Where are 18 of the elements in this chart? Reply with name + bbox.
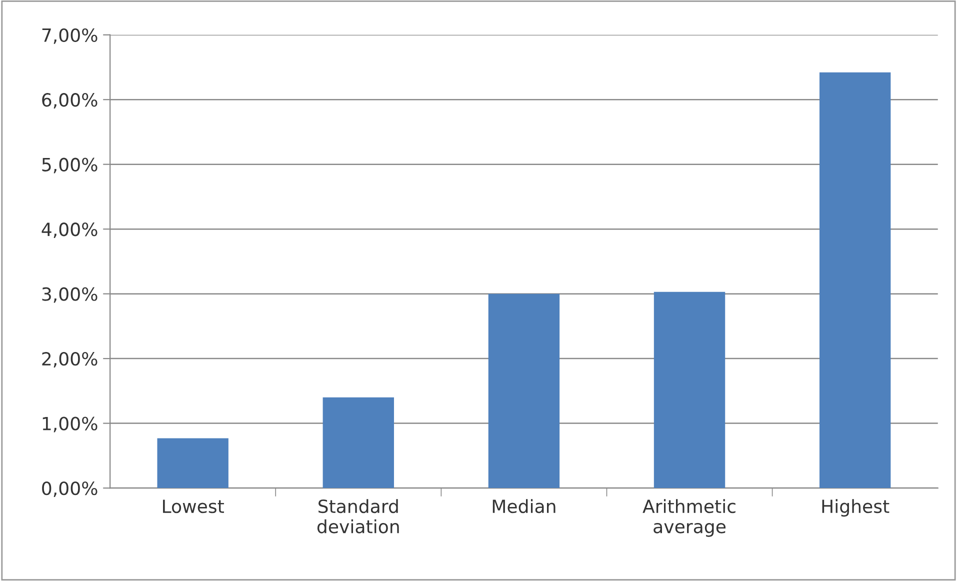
- bar: [654, 292, 726, 488]
- y-tick-label: 5,00%: [42, 158, 98, 174]
- y-tick-label: 1,00%: [42, 416, 98, 432]
- x-tick-label: Lowest: [163, 500, 224, 514]
- x-tick-label: Highest: [822, 499, 890, 517]
- y-tick-label: 4,00%: [42, 222, 98, 238]
- bar: [157, 438, 228, 488]
- bar: [488, 294, 560, 488]
- y-tick-label: 7,00%: [42, 28, 98, 44]
- y-tick-label: 3,00%: [42, 287, 98, 303]
- bar: [819, 72, 891, 488]
- x-tick-label: Median: [492, 499, 556, 514]
- y-tick-label: 6,00%: [42, 93, 98, 109]
- bar: [322, 397, 394, 488]
- y-tick-label: 2,00%: [42, 352, 98, 368]
- y-tick-label: 0,00%: [42, 482, 98, 497]
- x-tick-label: Standard deviation: [317, 499, 399, 534]
- x-tick-label: Arithmetic average: [642, 499, 736, 537]
